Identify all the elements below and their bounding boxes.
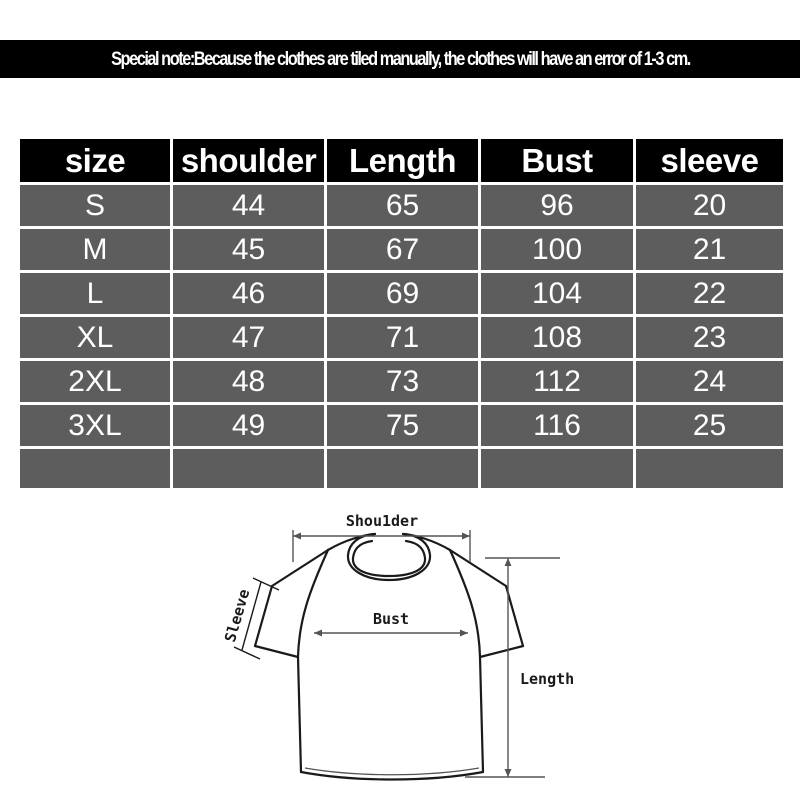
table-row-empty (20, 449, 783, 488)
cell-sleeve: 21 (636, 229, 783, 270)
bust-arrowheads (314, 629, 468, 637)
cell-shoulder: 46 (173, 273, 324, 314)
cell-sleeve: 23 (636, 317, 783, 358)
cell-bust: 96 (481, 185, 633, 226)
table-row: 2XL 48 73 112 24 (20, 361, 783, 402)
sleeve-dimension (233, 577, 280, 660)
column-header-bust: Bust (481, 139, 633, 182)
shoulder-arrowheads (293, 532, 470, 540)
cell-length: 75 (327, 405, 478, 446)
cell-bust: 116 (481, 405, 633, 446)
table-row: L 46 69 104 22 (20, 273, 783, 314)
cell-size: 3XL (20, 405, 170, 446)
cell-size: S (20, 185, 170, 226)
cell-sleeve: 24 (636, 361, 783, 402)
cell-bust: 112 (481, 361, 633, 402)
cell-shoulder: 45 (173, 229, 324, 270)
bust-dimension-label: Bust (373, 610, 409, 628)
length-dimension-label: Length (520, 670, 574, 688)
tshirt-outline-icon (253, 532, 525, 781)
length-arrowheads (504, 558, 512, 777)
cell-shoulder (173, 449, 324, 488)
cell-size: M (20, 229, 170, 270)
column-header-length: Length (327, 139, 478, 182)
cell-sleeve (636, 449, 783, 488)
special-note-text: Special note:Because the clothes are til… (110, 48, 691, 70)
cell-bust: 108 (481, 317, 633, 358)
size-chart-table: size shoulder Length Bust sleeve S 44 65… (17, 136, 786, 491)
cell-size: L (20, 273, 170, 314)
column-header-size: size (20, 139, 170, 182)
cell-size: XL (20, 317, 170, 358)
cell-sleeve: 20 (636, 185, 783, 226)
table-row: 3XL 49 75 116 25 (20, 405, 783, 446)
special-note-banner: Special note:Because the clothes are til… (0, 40, 800, 78)
cell-sleeve: 22 (636, 273, 783, 314)
table-row: S 44 65 96 20 (20, 185, 783, 226)
tshirt-svg: Shou1der Sleeve Bust (221, 512, 574, 781)
cell-shoulder: 44 (173, 185, 324, 226)
table-row: M 45 67 100 21 (20, 229, 783, 270)
hem-inner-line (304, 767, 480, 776)
shoulder-dimension-label: Shou1der (346, 512, 418, 530)
tshirt-measurement-diagram: Shou1der Sleeve Bust (215, 500, 595, 800)
cell-length: 71 (327, 317, 478, 358)
cell-shoulder: 49 (173, 405, 324, 446)
cell-sleeve: 25 (636, 405, 783, 446)
cell-bust: 100 (481, 229, 633, 270)
cell-size: 2XL (20, 361, 170, 402)
cell-length: 67 (327, 229, 478, 270)
column-header-sleeve: sleeve (636, 139, 783, 182)
cell-length: 65 (327, 185, 478, 226)
shoulder-dimension (292, 530, 471, 562)
collar-icon (346, 532, 432, 582)
length-dimension (465, 557, 560, 778)
cell-length (327, 449, 478, 488)
sleeve-dimension-label: Sleeve (221, 587, 253, 644)
cell-shoulder: 47 (173, 317, 324, 358)
cell-bust (481, 449, 633, 488)
cell-length: 73 (327, 361, 478, 402)
table-row: XL 47 71 108 23 (20, 317, 783, 358)
table-header-row: size shoulder Length Bust sleeve (20, 139, 783, 182)
cell-size (20, 449, 170, 488)
cell-shoulder: 48 (173, 361, 324, 402)
cell-bust: 104 (481, 273, 633, 314)
cell-length: 69 (327, 273, 478, 314)
table-body: S 44 65 96 20 M 45 67 100 21 L 46 69 104… (20, 185, 783, 488)
column-header-shoulder: shoulder (173, 139, 324, 182)
